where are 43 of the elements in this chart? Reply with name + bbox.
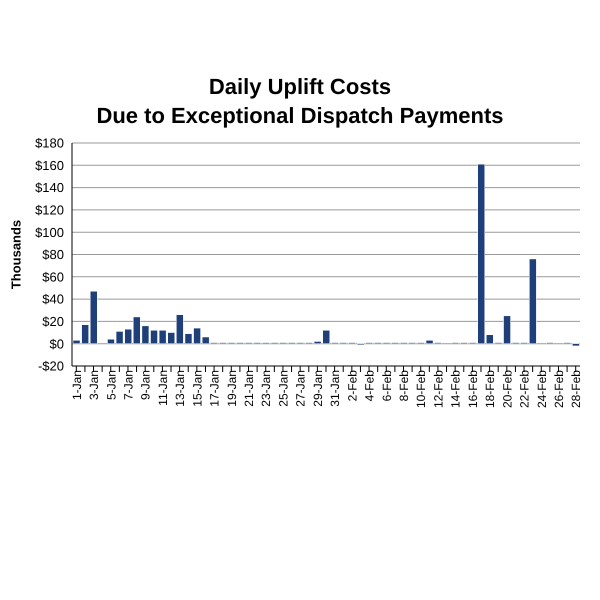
x-tick-label: 25-Jan	[276, 370, 290, 407]
y-tick-label: $80	[42, 247, 64, 262]
x-tick-label: 21-Jan	[242, 370, 256, 407]
x-tick-label: 8-Feb	[397, 370, 412, 402]
x-tick-label: 4-Feb	[362, 370, 377, 402]
x-tick-label: 22-Feb	[518, 370, 532, 408]
x-tick-label: 14-Feb	[448, 370, 463, 408]
y-tick-label: $120	[35, 202, 64, 218]
x-tick-label: 1-Jan	[70, 370, 84, 400]
x-tick-label: 3-Jan	[87, 370, 102, 400]
y-tick-label: $60	[42, 269, 64, 284]
y-tick-label: $0	[50, 336, 64, 352]
x-tick-label: 16-Feb	[466, 370, 480, 408]
y-tick-label: $20	[42, 314, 64, 330]
x-tick-label: 12-Feb	[431, 370, 446, 408]
x-tick-label: 7-Jan	[121, 370, 136, 400]
x-tick-label: 15-Jan	[190, 370, 204, 407]
x-tick-label: 23-Jan	[259, 370, 274, 407]
x-tick-label: 27-Jan	[294, 370, 308, 407]
y-tick-label: $160	[35, 158, 64, 173]
x-tick-label: 2-Feb	[345, 370, 360, 402]
y-tick-label: $100	[35, 224, 64, 240]
chart-title: Daily Uplift Costs Due to Exceptional Dispatch Payments	[96, 73, 504, 130]
x-tick-label: 10-Feb	[414, 370, 428, 408]
x-tick-label: 31-Jan	[328, 370, 342, 407]
x-tick-label: 11-Jan	[156, 370, 170, 406]
x-tick-label: 24-Feb	[534, 370, 549, 408]
y-tick-label: $140	[35, 180, 64, 196]
x-tick-label: 20-Feb	[500, 370, 514, 408]
x-tick-label: 5-Jan	[104, 370, 118, 400]
x-tick-label: 6-Feb	[380, 370, 394, 402]
x-tick-label: 9-Jan	[138, 370, 153, 400]
y-tick-label: $180	[35, 136, 64, 151]
y-tick-label: -$20	[38, 358, 64, 374]
x-tick-label: 17-Jan	[208, 370, 222, 407]
y-axis-title: Thousands	[8, 220, 24, 290]
x-tick-label: 29-Jan	[310, 370, 325, 407]
x-tick-label: 28-Feb	[569, 370, 584, 408]
x-tick-label: 26-Feb	[552, 370, 566, 408]
y-tick-label: $40	[42, 292, 64, 307]
x-tick-label: 18-Feb	[483, 370, 498, 408]
x-tick-label: 19-Jan	[224, 370, 239, 407]
x-tick-label: 13-Jan	[173, 370, 188, 407]
